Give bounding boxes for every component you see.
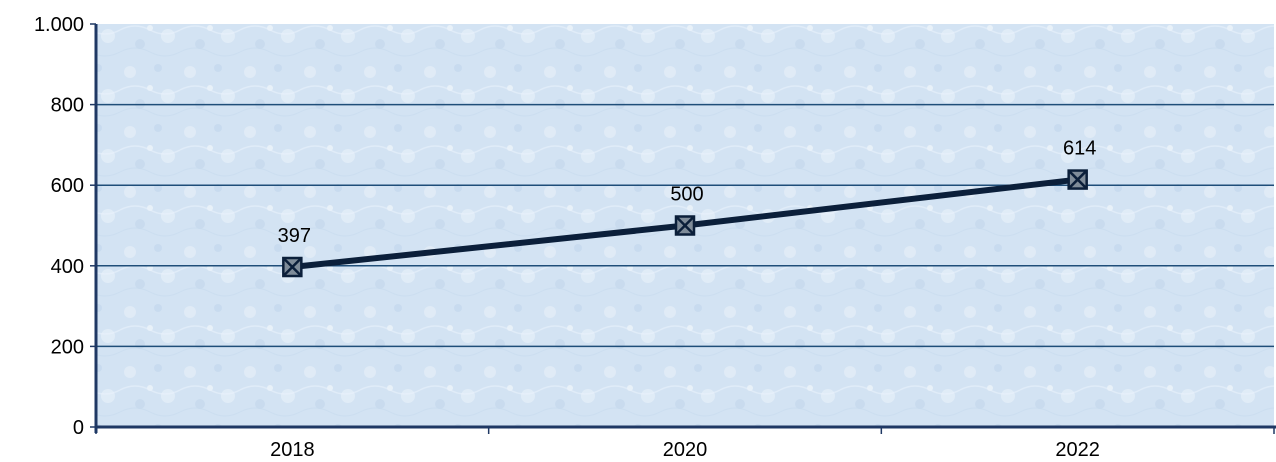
data-label: 397 [278, 225, 311, 247]
data-label: 614 [1063, 138, 1096, 160]
data-labels: 397 500 614 [278, 138, 1097, 247]
data-point-marker [674, 215, 696, 236]
data-point-marker [1067, 169, 1088, 190]
y-tick-label: 200 [51, 336, 84, 358]
data-label: 500 [670, 184, 703, 206]
axes [90, 23, 1276, 434]
y-tick-label: 800 [51, 95, 84, 117]
y-axis-tick-labels: 0 200 400 600 800 1.000 [34, 14, 84, 439]
y-tick-label: 1.000 [34, 14, 84, 36]
y-tick-label: 600 [51, 175, 84, 197]
y-tick-label: 400 [51, 256, 84, 278]
x-tick-label: 2022 [1055, 439, 1100, 461]
series-markers [282, 169, 1088, 278]
y-tick-label: 0 [73, 417, 84, 439]
x-tick-label: 2018 [270, 439, 315, 461]
x-axis-tick-labels: 2018 2020 2022 [270, 439, 1100, 461]
data-point-marker [282, 256, 303, 278]
x-tick-label: 2020 [663, 439, 708, 461]
